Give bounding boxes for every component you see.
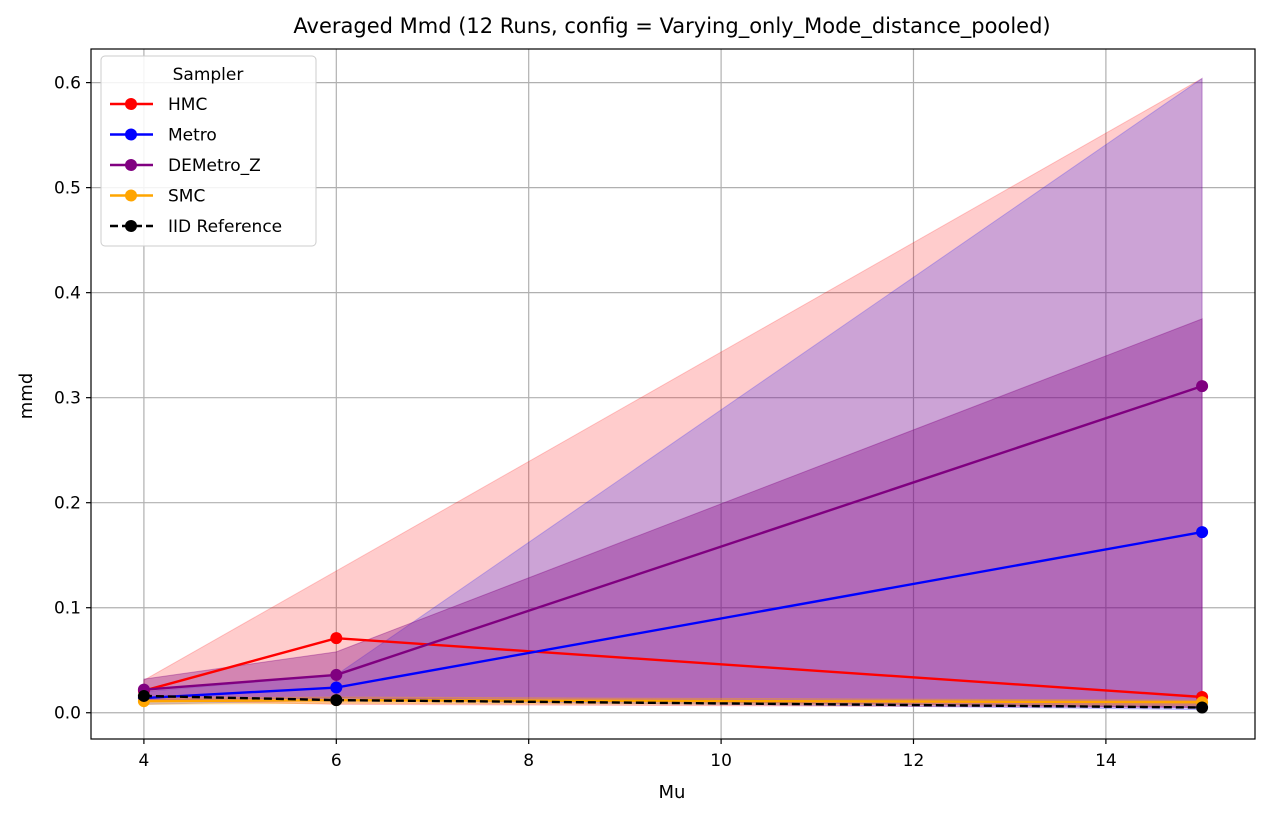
legend-box: [100, 55, 317, 247]
point-metro: [330, 681, 343, 694]
legend-label: HMC: [168, 95, 207, 115]
y-tick-label: 0.6: [54, 74, 81, 94]
y-tick-label: 0.5: [54, 179, 81, 199]
x-tick-label: 4: [138, 751, 149, 771]
x-tick-label: 6: [331, 751, 342, 771]
point-hmc: [330, 632, 343, 645]
point-demetro-z: [1196, 380, 1209, 393]
legend-label: SMC: [168, 187, 205, 207]
legend-item-metro: Metro: [110, 126, 217, 146]
point-iid-reference: [137, 689, 150, 702]
y-axis-label: mmd: [16, 373, 37, 420]
point-demetro-z: [330, 668, 343, 681]
legend-marker-swatch: [125, 98, 137, 110]
grid-layer: [91, 49, 1255, 739]
legend-marker-swatch: [125, 159, 137, 171]
legend-item-smc: SMC: [110, 187, 205, 207]
legend-marker-swatch: [125, 128, 137, 141]
y-tick-label: 0.2: [54, 494, 81, 514]
x-tick-label: 8: [523, 751, 534, 771]
x-axis-label: Mu: [659, 782, 686, 803]
chart-title: Averaged Mmd (12 Runs, config = Varying_…: [293, 14, 1050, 39]
legend-item-demetro-z: DEMetro_Z: [110, 156, 261, 176]
legend-items: HMC Metro DEMetro_Z SMC IID Reference: [110, 95, 282, 237]
legend-item-hmc: HMC: [110, 95, 207, 115]
series-markers: [137, 380, 1209, 714]
legend-title: Sampler: [173, 65, 244, 85]
legend: Sampler HMC Metro DEMetro_Z SMC IID Referenc…: [100, 55, 317, 247]
legend-marker-swatch: [125, 189, 137, 202]
x-tick-label: 14: [1095, 751, 1117, 771]
point-metro: [1196, 526, 1209, 539]
y-tick-label: 0.4: [54, 284, 81, 304]
legend-item-iid-reference: IID Reference: [110, 217, 282, 237]
y-tick-label: 0.0: [54, 704, 81, 724]
point-iid-reference: [330, 694, 343, 707]
legend-marker-swatch: [125, 220, 137, 232]
axis-ticks: 4 6 8 10 12 14 0.0 0.1 0.2 0.3 0.4 0.5 0.6: [54, 74, 1117, 771]
y-tick-label: 0.1: [54, 599, 81, 619]
legend-label: DEMetro_Z: [168, 156, 261, 176]
x-tick-label: 12: [903, 751, 925, 771]
legend-label: Metro: [168, 126, 217, 146]
x-tick-label: 10: [710, 751, 732, 771]
plot-frame: [90, 48, 1256, 740]
y-tick-label: 0.3: [54, 389, 81, 409]
legend-label: IID Reference: [168, 217, 282, 237]
point-iid-reference: [1196, 701, 1209, 714]
